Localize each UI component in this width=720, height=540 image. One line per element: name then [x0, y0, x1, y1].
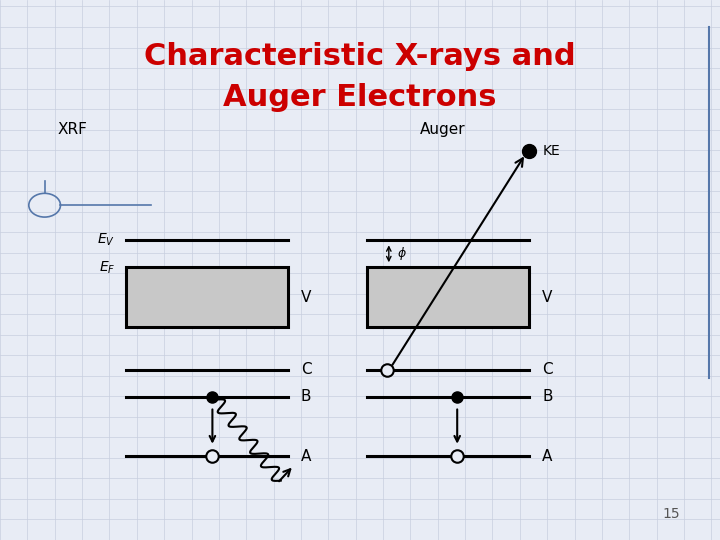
Text: $E_F$: $E_F$ — [99, 259, 115, 275]
Text: Characteristic X-rays and: Characteristic X-rays and — [144, 42, 576, 71]
Text: B: B — [301, 389, 312, 404]
Text: KE: KE — [542, 144, 560, 158]
Text: V: V — [542, 289, 552, 305]
Text: Auger: Auger — [420, 122, 466, 137]
Text: XRF: XRF — [58, 122, 87, 137]
Text: V: V — [301, 289, 311, 305]
Text: A: A — [542, 449, 552, 464]
Text: C: C — [301, 362, 312, 377]
Text: $E_V$: $E_V$ — [97, 232, 115, 248]
Text: 15: 15 — [663, 507, 680, 521]
Text: Auger Electrons: Auger Electrons — [223, 83, 497, 112]
Text: A: A — [301, 449, 311, 464]
Text: C: C — [542, 362, 553, 377]
Text: B: B — [542, 389, 553, 404]
Text: $\phi$: $\phi$ — [397, 245, 408, 262]
Bar — [367, 267, 529, 327]
Bar — [126, 267, 288, 327]
